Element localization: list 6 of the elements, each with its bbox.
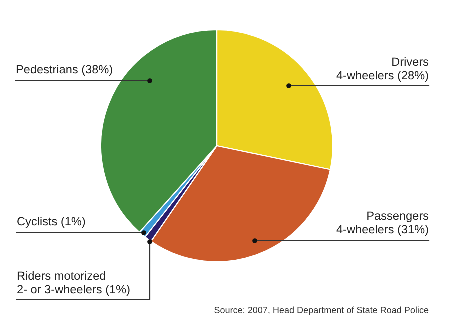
- slice-label: Cyclists (1%): [18, 216, 86, 228]
- slice-label: Pedestrians (38%): [16, 64, 112, 76]
- source-note: Source: 2007, Head Department of State Road Police: [214, 306, 429, 316]
- slice-label: Riders motorized 2- or 3-wheelers (1%): [18, 271, 130, 296]
- slice-label: Drivers 4-wheelers (28%): [336, 57, 429, 82]
- slice-label: Passengers 4-wheelers (31%): [336, 212, 429, 236]
